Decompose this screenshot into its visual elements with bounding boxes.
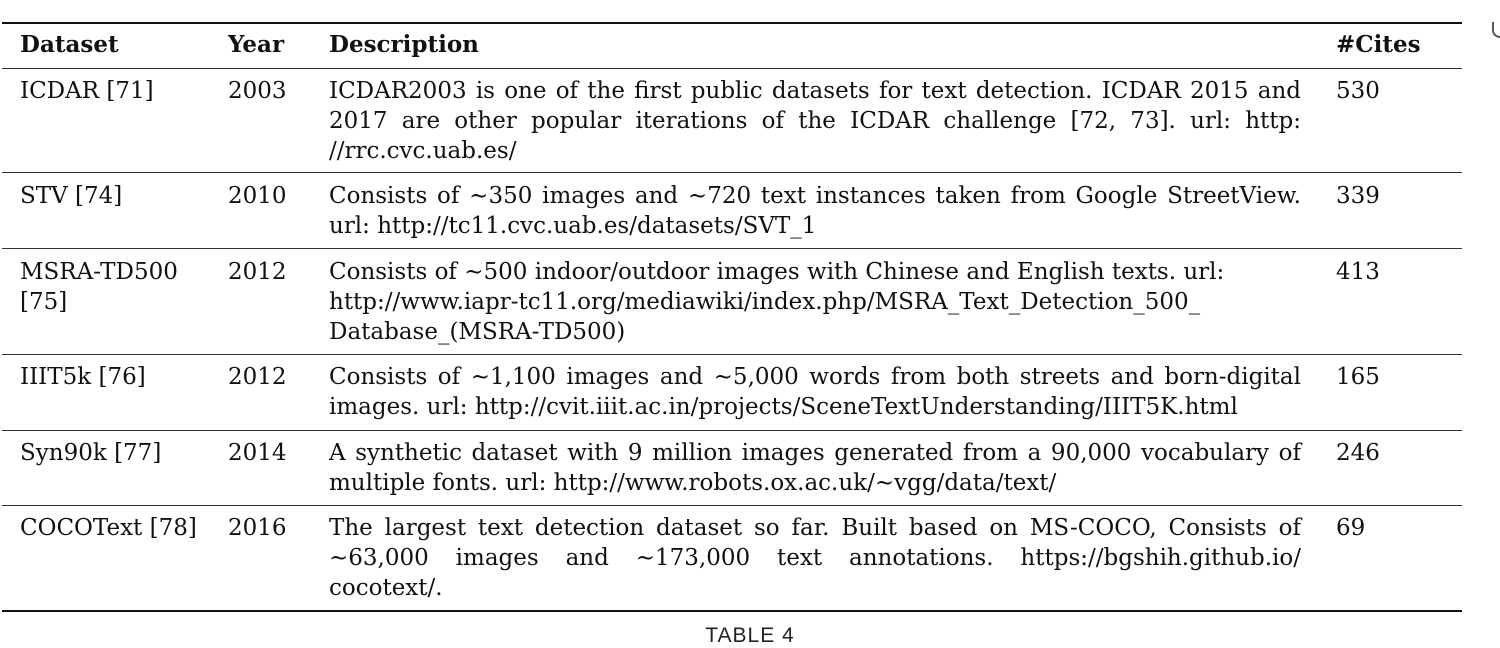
header-description: Description	[329, 31, 479, 58]
row-year: 2016	[228, 515, 287, 541]
header-rule	[2, 68, 1462, 69]
header-dataset: Dataset	[20, 31, 119, 58]
row-divider	[2, 354, 1462, 355]
row-divider	[2, 172, 1462, 173]
page-edge-mark	[1492, 22, 1500, 38]
row-dataset: Syn90k [77]	[20, 440, 162, 466]
row-year: 2012	[228, 364, 287, 390]
row-cites: 69	[1336, 515, 1366, 541]
row-divider	[2, 505, 1462, 506]
row-description: ICDAR2003 is one of the first public dat…	[329, 78, 1301, 164]
header-year: Year	[228, 31, 285, 58]
row-description: Consists of ∼350 images and ∼720 text in…	[329, 183, 1301, 239]
row-year: 2003	[228, 78, 287, 104]
row-dataset: IIIT5k [76]	[20, 364, 146, 390]
top-rule	[2, 22, 1462, 24]
table-caption: TABLE 4	[705, 624, 795, 647]
row-cites: 339	[1336, 183, 1380, 209]
bottom-rule	[2, 610, 1462, 612]
row-cites: 246	[1336, 440, 1380, 466]
row-divider	[2, 430, 1462, 431]
row-cites: 413	[1336, 259, 1380, 285]
row-year: 2010	[228, 183, 287, 209]
row-divider	[2, 248, 1462, 249]
row-dataset: STV [74]	[20, 183, 123, 209]
row-dataset: COCOText [78]	[20, 515, 197, 541]
row-description: A synthetic dataset with 9 million image…	[329, 440, 1301, 496]
row-cites: 165	[1336, 364, 1380, 390]
header-cites: #Cites	[1336, 31, 1421, 58]
row-description: The largest text detection dataset so fa…	[329, 515, 1301, 601]
row-description: Consists of ∼500 indoor/outdoor images w…	[329, 259, 1225, 345]
row-dataset: MSRA-TD500 [75]	[20, 259, 178, 315]
row-description: Consists of ∼1,100 images and ∼5,000 wor…	[329, 364, 1301, 420]
row-year: 2012	[228, 259, 287, 285]
row-year: 2014	[228, 440, 287, 466]
row-cites: 530	[1336, 78, 1380, 104]
row-dataset: ICDAR [71]	[20, 78, 154, 104]
